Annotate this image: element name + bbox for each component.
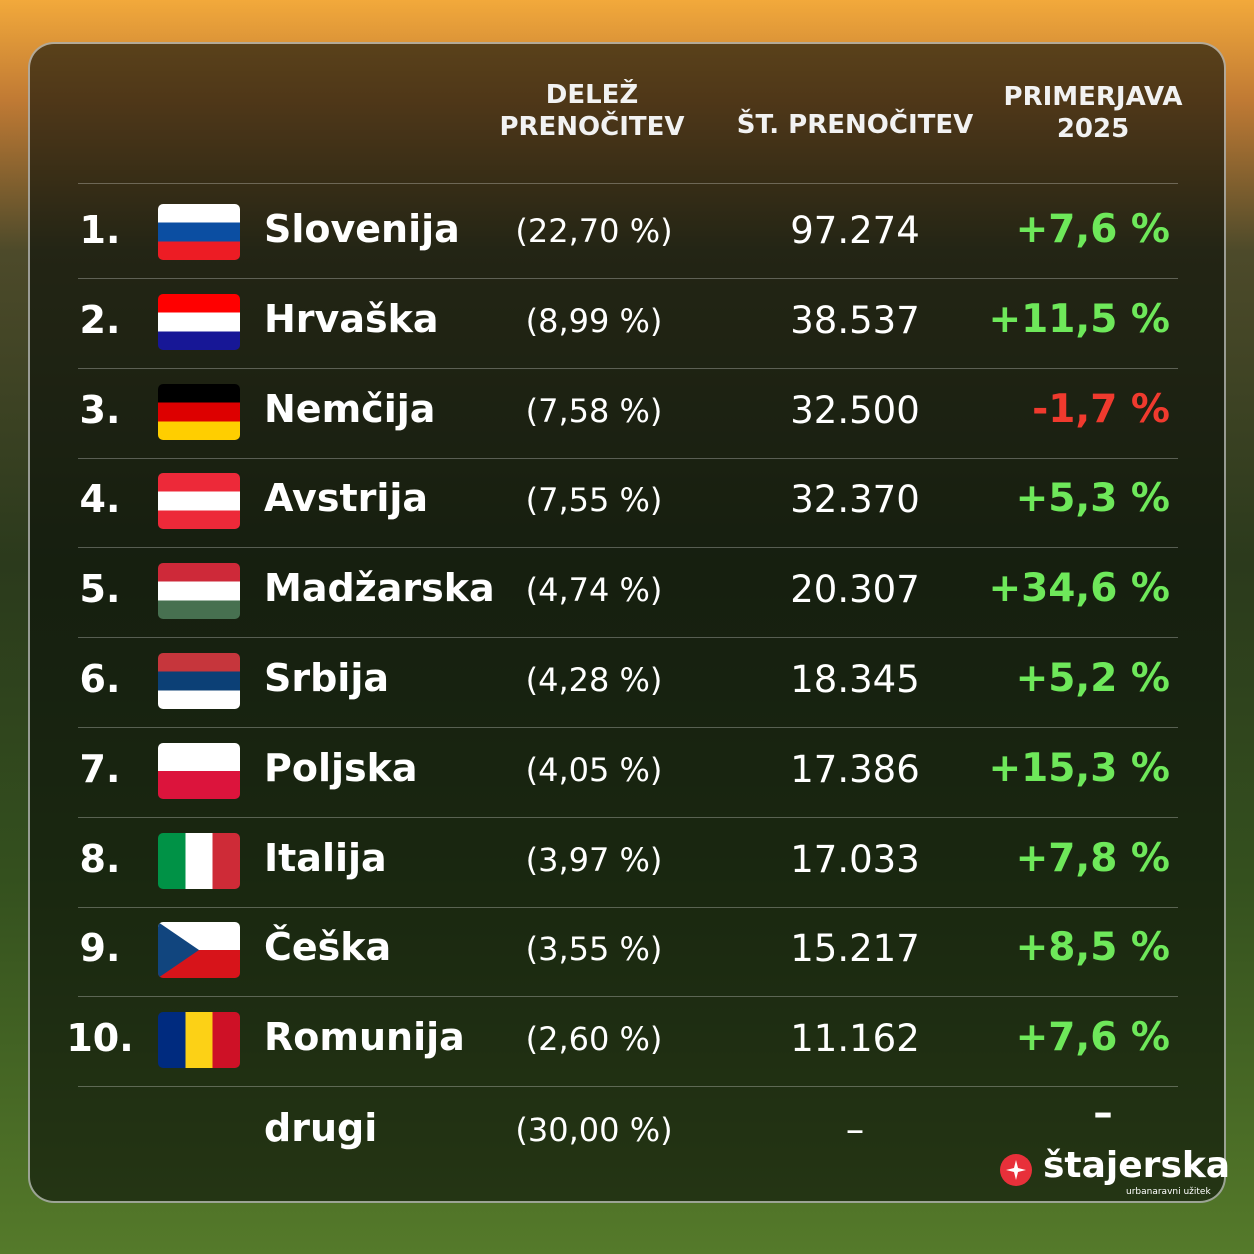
flag [158,742,240,799]
row-separator [78,996,1178,998]
country: Hrvaška [264,296,439,341]
change: +7,8 % [1015,835,1170,881]
rank: 2. [79,297,121,342]
logo-tagline: urbanaravni užitek [1126,1187,1211,1197]
flag [158,563,240,620]
share: (8,99 %) [525,301,663,340]
logo-name: štajerska [1043,1145,1231,1186]
change: +8,5 % [1015,925,1170,971]
rank: 5. [79,567,121,612]
count: 38.537 [790,298,920,342]
row-separator [78,1086,1178,1088]
share: (22,70 %) [515,212,673,250]
count: 15.217 [790,927,920,971]
flag [158,204,240,260]
flag [158,1012,240,1069]
row-separator [78,547,1178,549]
country: Češka [264,925,392,970]
country: Srbija [264,656,390,700]
country: Poljska [264,745,418,790]
row-separator [78,278,1178,279]
count: 32.370 [790,478,920,522]
country: Nemčija [264,386,436,431]
share: (7,55 %) [525,481,663,520]
rank: 8. [79,836,121,881]
rank: 7. [79,746,121,791]
share: (4,74 %) [525,571,663,610]
country: Italija [264,835,387,880]
share: (3,55 %) [525,930,663,969]
share: (4,28 %) [525,661,663,699]
count: 11.162 [790,1017,920,1061]
rank: 10. [66,1016,134,1061]
row-separator [78,367,1178,369]
country: Avstrija [264,476,429,521]
flag [158,383,240,440]
row-separator [78,906,1178,908]
count: 32.500 [790,388,920,432]
header-share: DELEŽ PRENOČITEV [499,80,685,142]
header-count: ŠT. PRENOČITEV [736,110,974,140]
flag [158,473,240,530]
change: +15,3 % [988,745,1170,791]
count: 20.307 [790,568,920,612]
rank: 4. [79,477,121,522]
change: +7,6 % [1015,1015,1170,1061]
change: +34,6 % [988,566,1170,612]
change: +5,2 % [1015,656,1170,701]
change: +7,6 % [1015,207,1170,252]
row-separator [78,637,1178,639]
share: (3,97 %) [525,840,663,879]
share: (30,00 %) [515,1111,673,1149]
rank: 1. [79,208,121,252]
change: – [1093,1091,1113,1136]
country: drugi [264,1106,378,1150]
count: 17.386 [790,747,920,791]
flag [158,922,240,979]
rank: 9. [79,926,121,971]
share: (7,58 %) [525,391,663,430]
country: Madžarska [264,566,495,611]
logo-icon [1000,1154,1032,1186]
header-separator [78,183,1178,184]
flag [158,832,240,889]
flag [158,653,240,709]
share: (2,60 %) [525,1020,663,1059]
flag [158,293,240,350]
count: 17.033 [790,837,920,881]
header-change: PRIMERJAVA 2025 [1003,82,1183,144]
row-separator [78,727,1178,728]
row-separator [78,457,1178,459]
country: Slovenija [264,207,460,251]
rank: 3. [79,387,121,432]
count: – [845,1108,865,1151]
count: 97.274 [790,209,920,252]
rank: 6. [79,657,121,701]
count: 18.345 [790,658,920,701]
country: Romunija [264,1015,465,1060]
share: (4,05 %) [525,750,663,789]
change: -1,7 % [1032,386,1170,432]
change: +11,5 % [988,296,1170,342]
row-separator [78,816,1178,818]
change: +5,3 % [1015,476,1170,522]
